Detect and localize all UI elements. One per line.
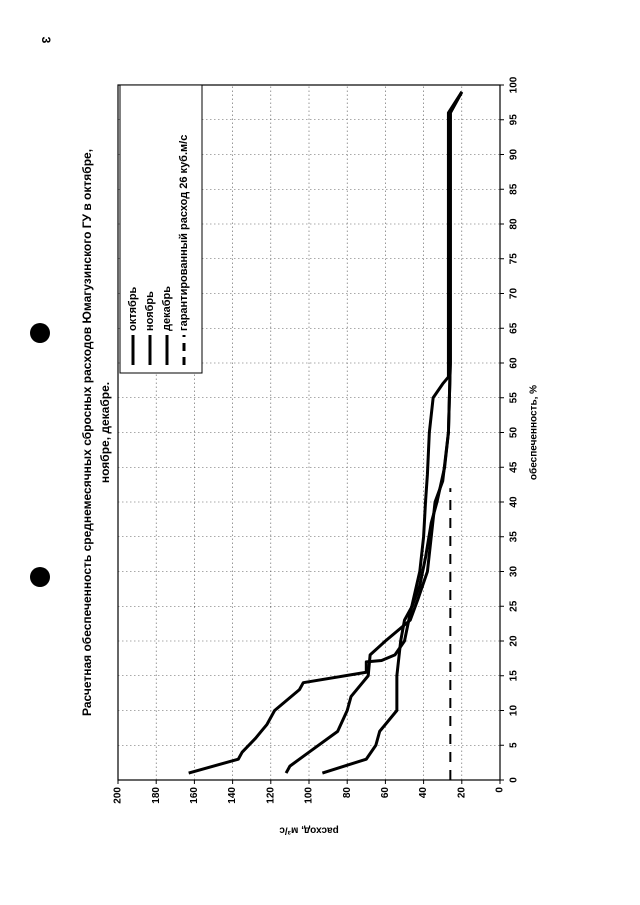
x-axis-title: обеспеченность, % <box>528 385 540 480</box>
legend-box <box>119 84 203 374</box>
x-tick-label: 80 <box>509 218 520 230</box>
chart: Расчетная обеспеченность среднемесячных … <box>80 76 539 835</box>
x-tick-label: 30 <box>509 566 520 578</box>
page-number: 3 <box>39 37 53 44</box>
x-tick-label: 45 <box>509 461 520 473</box>
y-axis-title: расход, м³/с <box>279 824 339 835</box>
y-tick-label: 120 <box>265 787 276 804</box>
x-tick-label: 15 <box>509 670 520 682</box>
x-tick-label: 70 <box>509 288 520 300</box>
y-tick-label: 140 <box>227 787 238 804</box>
punch-hole <box>30 323 50 343</box>
y-tick-label: 40 <box>418 787 429 799</box>
x-tick-label: 85 <box>509 183 520 195</box>
x-tick-label: 50 <box>509 427 520 439</box>
chart-title: ноябре, декабре. <box>98 382 112 483</box>
x-tick-label: 75 <box>509 253 520 265</box>
punch-hole <box>30 567 50 587</box>
plot-frame <box>117 84 501 781</box>
x-tick-label: 55 <box>509 392 520 404</box>
x-tick-label: 40 <box>509 496 520 508</box>
x-tick-label: 20 <box>509 635 520 647</box>
legend-label: октябрь <box>127 286 139 331</box>
x-tick-label: 10 <box>509 705 520 717</box>
y-tick-label: 0 <box>495 787 506 793</box>
x-tick-label: 90 <box>509 149 520 161</box>
x-tick-label: 100 <box>509 76 520 93</box>
legend-label: гарантированный расход 26 куб.м/с <box>178 135 190 331</box>
series-line <box>188 91 464 775</box>
x-tick-label: 95 <box>509 114 520 126</box>
x-tick-label: 60 <box>509 357 520 369</box>
y-tick-label: 20 <box>456 787 467 799</box>
y-tick-label: 80 <box>342 787 353 799</box>
x-tick-label: 25 <box>509 600 520 612</box>
chart-title: Расчетная обеспеченность среднемесячных … <box>80 149 94 716</box>
series-line <box>321 91 464 775</box>
legend-label: ноябрь <box>144 291 156 331</box>
x-tick-label: 5 <box>509 742 520 748</box>
y-tick-label: 160 <box>189 787 200 804</box>
x-tick-label: 0 <box>509 777 520 783</box>
y-tick-label: 100 <box>304 787 315 804</box>
legend-label: декабрь <box>161 286 173 331</box>
x-tick-label: 35 <box>509 531 520 543</box>
x-tick-label: 65 <box>509 322 520 334</box>
y-tick-label: 60 <box>380 787 391 799</box>
y-tick-label: 180 <box>151 787 162 804</box>
y-tick-label: 200 <box>113 787 124 804</box>
